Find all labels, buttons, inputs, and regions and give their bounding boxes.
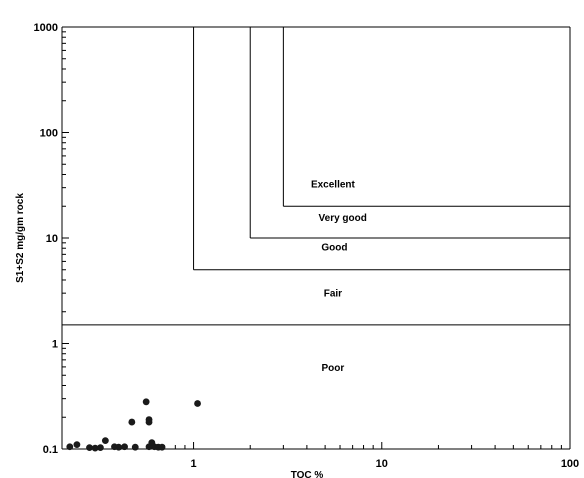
zone-label-fair: Fair xyxy=(324,288,342,299)
y-tick-label: 1 xyxy=(52,339,58,351)
y-tick-label: 100 xyxy=(40,128,58,140)
zone-label-excellent: Excellent xyxy=(311,180,356,191)
data-point xyxy=(128,418,136,426)
zone-boundaries xyxy=(62,27,570,326)
data-point xyxy=(115,443,123,451)
ticks: 1 10 100 0.1 1 10 100 1000 xyxy=(34,22,580,470)
data-point xyxy=(194,400,201,407)
data-point xyxy=(91,444,99,452)
data-point xyxy=(145,418,153,426)
zone-label-poor: Poor xyxy=(322,363,345,374)
x-tick-label: 1 xyxy=(190,458,196,470)
data-point xyxy=(142,398,150,406)
data-points xyxy=(66,398,201,452)
zone-label-good: Good xyxy=(321,243,347,254)
data-point xyxy=(101,437,109,445)
x-tick-label: 10 xyxy=(376,458,388,470)
data-point xyxy=(121,443,128,451)
data-point xyxy=(158,443,166,451)
zone-labels: Excellent Very good Good Fair Poor xyxy=(311,180,367,374)
y-tick-label: 1000 xyxy=(34,22,58,34)
x-tick-label: 100 xyxy=(561,458,579,470)
y-axis-label: S1+S2 mg/gm rock xyxy=(15,193,26,283)
y-tick-label: 0.1 xyxy=(43,444,58,456)
data-point xyxy=(73,441,81,449)
zone-label-very-good: Very good xyxy=(319,213,367,224)
y-tick-label: 10 xyxy=(46,233,58,245)
x-axis-label: TOC % xyxy=(291,470,324,478)
data-point xyxy=(86,444,93,452)
data-point xyxy=(66,443,74,451)
data-point xyxy=(131,443,139,451)
data-point xyxy=(97,444,104,452)
